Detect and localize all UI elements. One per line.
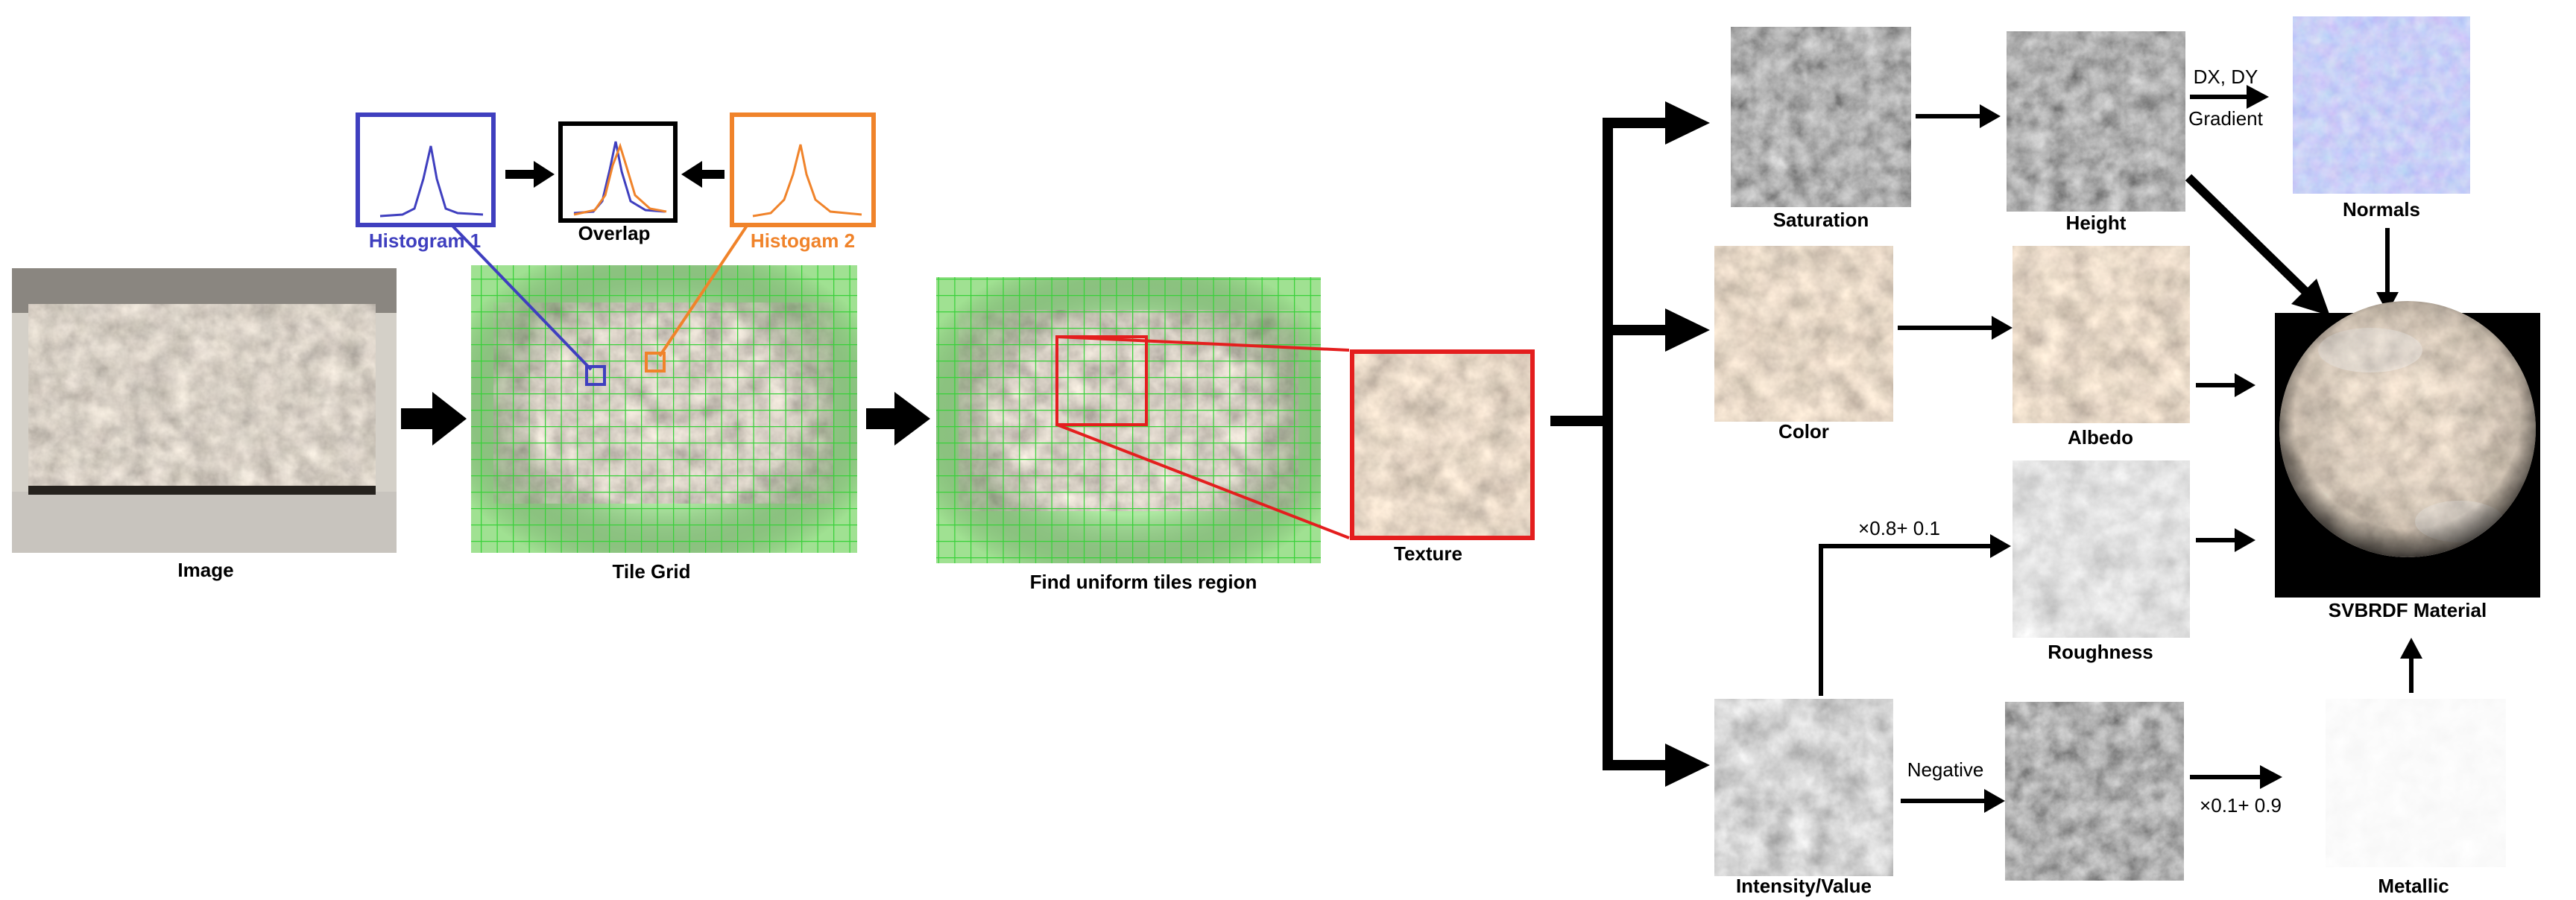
arrow-roughness-to-material bbox=[2196, 528, 2255, 552]
albedo-map bbox=[2012, 246, 2190, 423]
overlap-panel bbox=[558, 121, 678, 223]
arrow-intensity-to-negative bbox=[1901, 789, 2005, 813]
input-image bbox=[12, 268, 397, 553]
arrow-hist2-to-overlap bbox=[681, 161, 724, 188]
arrow-height-to-normals bbox=[2190, 85, 2269, 109]
arrow-metallic-to-material bbox=[2400, 638, 2422, 693]
uniform-region-box bbox=[1055, 335, 1148, 426]
histogram1-panel bbox=[356, 112, 496, 227]
arrow-hist1-to-overlap bbox=[505, 161, 555, 188]
image-label: Image bbox=[177, 559, 233, 581]
arrow-height-to-material bbox=[2185, 174, 2330, 316]
tile-grid-label: Tile Grid bbox=[613, 560, 691, 583]
height-map bbox=[2007, 31, 2185, 212]
arrow-negative-to-metallic bbox=[2190, 765, 2282, 789]
albedo-label: Albedo bbox=[2068, 426, 2133, 449]
intensity-label: Intensity/Value bbox=[1736, 875, 1872, 897]
metallic-label: Metallic bbox=[2378, 875, 2449, 897]
histogram1-label: Histogram 1 bbox=[369, 229, 481, 252]
normals-map bbox=[2293, 16, 2470, 194]
gradient-note: Gradient bbox=[2188, 107, 2263, 130]
arrow-albedo-to-material bbox=[2196, 373, 2255, 397]
negative-note: Negative bbox=[1907, 758, 1984, 781]
saturation-map bbox=[1731, 27, 1911, 207]
branch-arrows bbox=[1550, 101, 1710, 787]
roughness-map bbox=[2012, 460, 2190, 638]
material-label: SVBRDF Material bbox=[2329, 599, 2487, 621]
overlap-label: Overlap bbox=[578, 222, 651, 244]
color-map bbox=[1714, 246, 1893, 422]
histogram2-panel bbox=[730, 112, 876, 227]
roughness-label: Roughness bbox=[2048, 641, 2153, 663]
arrow-normals-to-material bbox=[2376, 228, 2399, 313]
arrow-saturation-to-height bbox=[1916, 104, 2001, 128]
arrow-intensity-to-roughness bbox=[1819, 534, 2011, 696]
intensity-map bbox=[1714, 699, 1893, 876]
saturation-label: Saturation bbox=[1773, 209, 1869, 231]
arrow-grid-to-region bbox=[866, 392, 930, 446]
texture-crop bbox=[1350, 349, 1535, 540]
height-label: Height bbox=[2066, 212, 2127, 234]
histogram2-label: Histogam 2 bbox=[751, 229, 855, 252]
metallic-map bbox=[2326, 699, 2506, 867]
roughness-formula: ×0.8+ 0.1 bbox=[1858, 517, 1940, 539]
arrow-image-to-grid bbox=[401, 392, 467, 446]
histogram2-tile-marker bbox=[645, 352, 666, 373]
metallic-formula: ×0.1+ 0.9 bbox=[2200, 794, 2282, 817]
dxdy-note: DX, DY bbox=[2194, 66, 2258, 88]
region-image bbox=[936, 277, 1350, 563]
texture-label: Texture bbox=[1394, 542, 1462, 565]
color-label: Color bbox=[1778, 420, 1829, 443]
negative-intensity-map bbox=[2005, 702, 2184, 881]
histogram1-tile-marker bbox=[585, 365, 606, 386]
svbrdf-material-render bbox=[2275, 301, 2540, 598]
arrow-color-to-albedo bbox=[1898, 316, 2012, 340]
find-region-label: Find uniform tiles region bbox=[1030, 571, 1257, 593]
tile-grid-image bbox=[449, 222, 857, 553]
normals-label: Normals bbox=[2343, 198, 2420, 221]
